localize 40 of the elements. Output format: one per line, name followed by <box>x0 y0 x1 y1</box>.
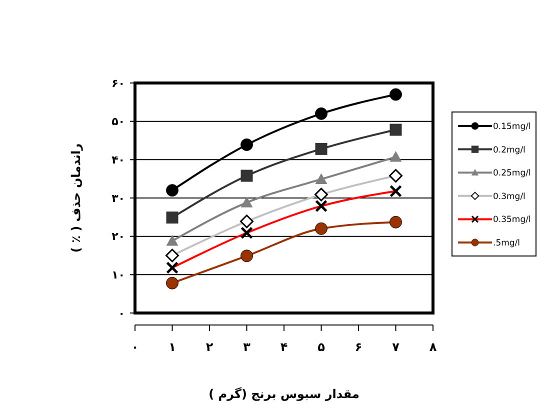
x-tick-label: ۰ <box>131 340 139 354</box>
point <box>315 142 328 155</box>
point <box>166 234 178 246</box>
x-tick-label: ۳ <box>243 340 252 354</box>
point <box>390 124 402 136</box>
point <box>240 250 253 262</box>
x-tick-label: ۷ <box>392 340 400 354</box>
y-tick-label: ۴۰ <box>112 154 125 167</box>
x-tick-label: ۴ <box>280 340 288 354</box>
legend-label: .5mg/l <box>493 238 520 248</box>
point <box>166 184 178 197</box>
legend-label: 0.3mg/l <box>493 192 526 202</box>
point <box>390 150 402 162</box>
point <box>240 138 253 151</box>
point <box>166 276 178 290</box>
point <box>166 212 178 224</box>
point <box>240 196 253 208</box>
x-tick-label: ۶ <box>354 340 362 354</box>
y-tick-label: ۱۰ <box>112 268 125 282</box>
y-tick-label: ۶۰ <box>112 76 125 90</box>
y-tick-label: ۳۰ <box>112 192 125 205</box>
x-tick-label: ۵ <box>318 340 325 354</box>
point <box>390 216 402 228</box>
point <box>390 88 402 101</box>
y-tick-label: ۵۰ <box>112 115 125 128</box>
point <box>315 222 328 235</box>
x-axis-title: مقدار سبوس برنج (گرم ) <box>208 387 360 401</box>
y-axis-title: راندمان حذف ( ٪ ) <box>69 143 83 253</box>
legend-label: 0.2mg/l <box>493 145 526 156</box>
x-tick-label: ۲ <box>206 340 214 354</box>
legend-label: 0.35mg/l <box>493 215 531 226</box>
legend-label: 0.15mg/l <box>493 122 531 132</box>
point <box>315 107 328 120</box>
point <box>315 173 328 184</box>
y-tick-label: ۰ <box>118 306 125 320</box>
x-tick-label: ۸ <box>429 340 438 354</box>
y-tick-label: ۲۰ <box>112 230 125 244</box>
legend-label: 0.25mg/l <box>493 168 531 179</box>
point <box>240 170 253 182</box>
x-tick-label: ۱ <box>168 340 176 354</box>
